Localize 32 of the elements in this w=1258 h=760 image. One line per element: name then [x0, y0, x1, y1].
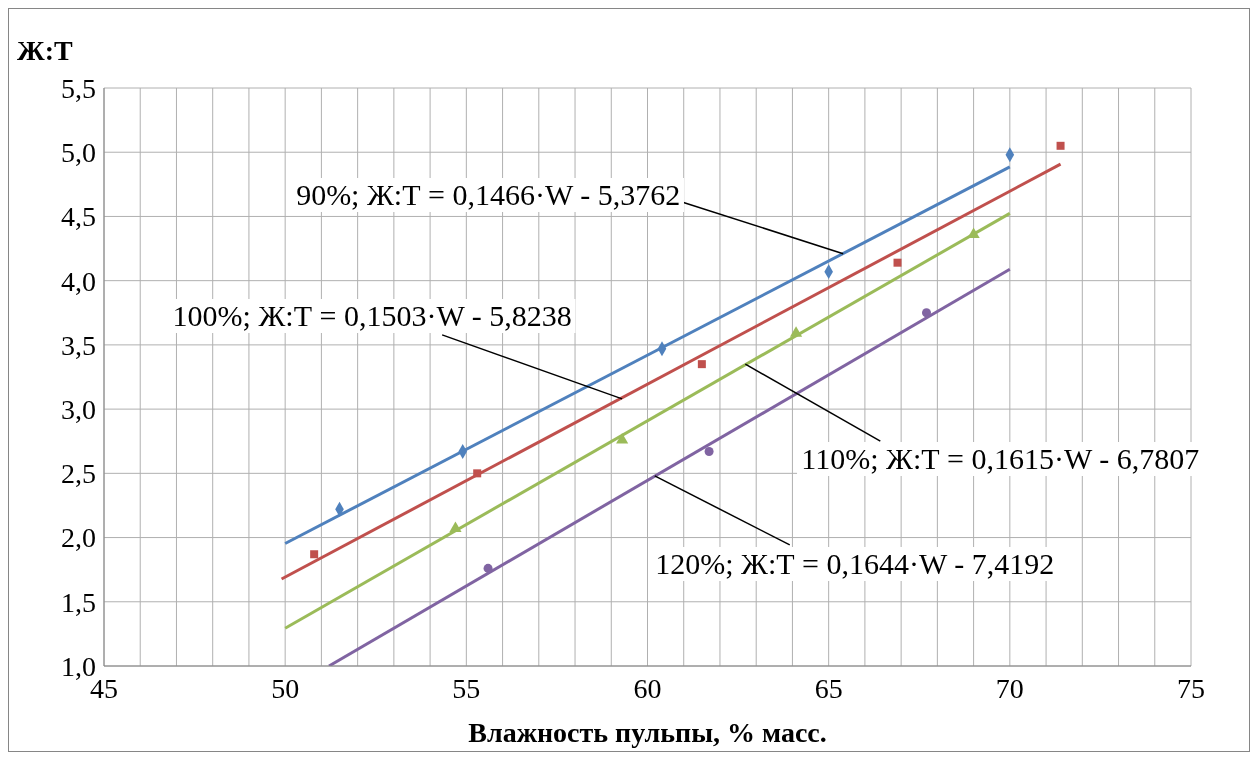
y-tick-label: 5,0	[61, 137, 96, 169]
x-tick-label: 50	[271, 672, 300, 704]
point	[697, 360, 706, 369]
x-axis-title: Влажность пульпы, % масс.	[468, 717, 827, 749]
annotation: 120%; Ж:Т = 0,1644·W - 7,4192	[651, 546, 1059, 581]
y-axis-title: Ж:Т	[17, 35, 73, 67]
point	[921, 308, 932, 318]
y-tick-label: 4,5	[61, 201, 96, 233]
x-tick-label: 55	[452, 672, 481, 704]
point	[704, 446, 714, 456]
point	[789, 326, 803, 337]
y-tick-label: 2,0	[61, 522, 96, 554]
annotation: 100%; Ж:Т = 0,1503·W - 5,8238	[168, 298, 576, 333]
x-tick-label: 70	[995, 672, 1024, 704]
point	[893, 258, 902, 267]
point	[1056, 141, 1065, 150]
y-tick-label: 1,5	[61, 586, 96, 618]
point	[483, 563, 493, 573]
x-tick-label: 60	[633, 672, 662, 704]
point	[310, 550, 319, 559]
y-tick-label: 3,0	[61, 394, 96, 426]
point	[449, 521, 462, 533]
y-tick-label: 2,5	[61, 458, 96, 490]
y-tick-label: 4,0	[61, 265, 96, 297]
x-tick-label: 75	[1177, 672, 1205, 704]
point	[473, 469, 482, 478]
point	[616, 432, 629, 444]
y-tick-label: 3,5	[61, 329, 96, 361]
x-tick-label: 65	[814, 672, 843, 704]
annotation: 90%; Ж:Т = 0,1466·W - 5,3762	[292, 177, 685, 212]
annotation: 110%; Ж:Т = 0,1615·W - 6,7807	[797, 442, 1204, 477]
y-tick-label: 5,5	[61, 72, 96, 104]
